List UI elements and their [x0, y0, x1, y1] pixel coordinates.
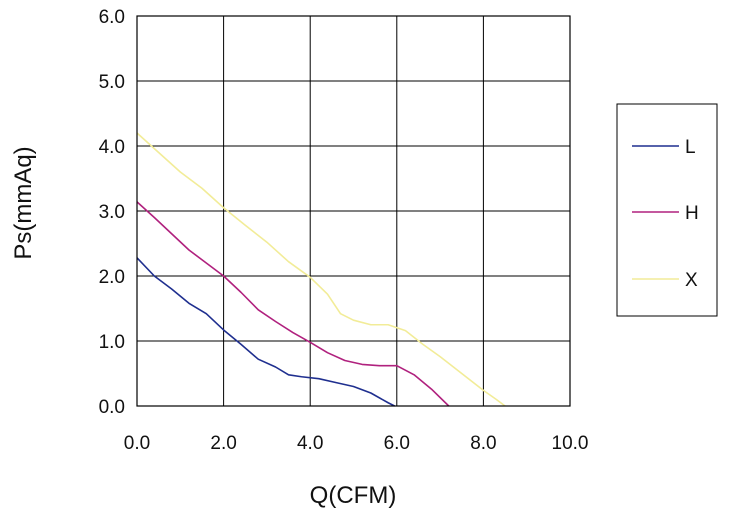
y-axis-tick-labels: 0.0 1.0 2.0 3.0 4.0 5.0 6.0: [99, 7, 125, 418]
y-tick-label: 0.0: [99, 397, 125, 418]
series-line-l: [136, 257, 395, 407]
legend: L H X: [616, 103, 718, 317]
x-tick-label: 4.0: [297, 433, 323, 454]
y-tick-label: 2.0: [99, 267, 125, 288]
y-axis-title: Ps(mmAq): [10, 146, 37, 259]
x-tick-label: 8.0: [470, 433, 496, 454]
series-layer: [136, 132, 506, 407]
x-axis-title: Q(CFM): [310, 482, 397, 509]
grid-lines: [137, 16, 570, 406]
y-tick-label: 5.0: [99, 72, 125, 93]
x-tick-label: 6.0: [384, 433, 410, 454]
legend-box: [616, 103, 718, 317]
plot-area-border: [136, 15, 571, 407]
y-tick-label: 4.0: [99, 137, 125, 158]
y-tick-label: 6.0: [99, 7, 125, 28]
x-axis-tick-labels: 0.0 2.0 4.0 6.0 8.0 10.0: [124, 433, 589, 454]
series-line-x: [136, 132, 506, 407]
y-tick-label: 1.0: [99, 332, 125, 353]
legend-label-l: L: [685, 137, 696, 158]
series-line-h: [136, 201, 450, 407]
x-tick-label: 0.0: [124, 433, 150, 454]
y-tick-label: 3.0: [99, 202, 125, 223]
legend-label-x: X: [685, 270, 698, 291]
x-tick-label: 10.0: [552, 433, 589, 454]
legend-label-h: H: [685, 203, 699, 224]
plot-frame: [136, 15, 571, 407]
x-tick-label: 2.0: [210, 433, 236, 454]
